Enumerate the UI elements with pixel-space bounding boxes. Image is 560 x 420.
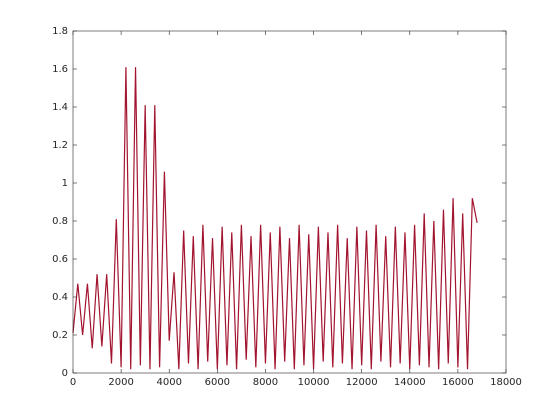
y-tick-label: 1.2 (52, 140, 68, 151)
x-tick-label: 14000 (394, 377, 426, 388)
axes-box (72, 30, 507, 374)
y-tick-label: 0 (62, 368, 68, 379)
x-tick-label: 6000 (205, 377, 230, 388)
y-tick-label: 0.8 (52, 216, 68, 227)
x-tick-label: 0 (70, 377, 76, 388)
y-tick-label: 0.4 (52, 292, 68, 303)
x-tick-label: 2000 (108, 377, 133, 388)
x-tick-label: 16000 (442, 377, 474, 388)
y-tick-label: 1.6 (52, 64, 68, 75)
y-tick-label: 1 (62, 178, 68, 189)
x-tick-label: 8000 (253, 377, 278, 388)
y-tick-label: 1.8 (52, 26, 68, 37)
y-tick-label: 0.6 (52, 254, 68, 265)
y-tick-label: 1.4 (52, 102, 68, 113)
x-tick-label: 4000 (156, 377, 181, 388)
x-tick-label: 10000 (298, 377, 330, 388)
y-tick-label: 0.2 (52, 330, 68, 341)
x-tick-label: 12000 (346, 377, 378, 388)
x-tick-label: 18000 (490, 377, 522, 388)
